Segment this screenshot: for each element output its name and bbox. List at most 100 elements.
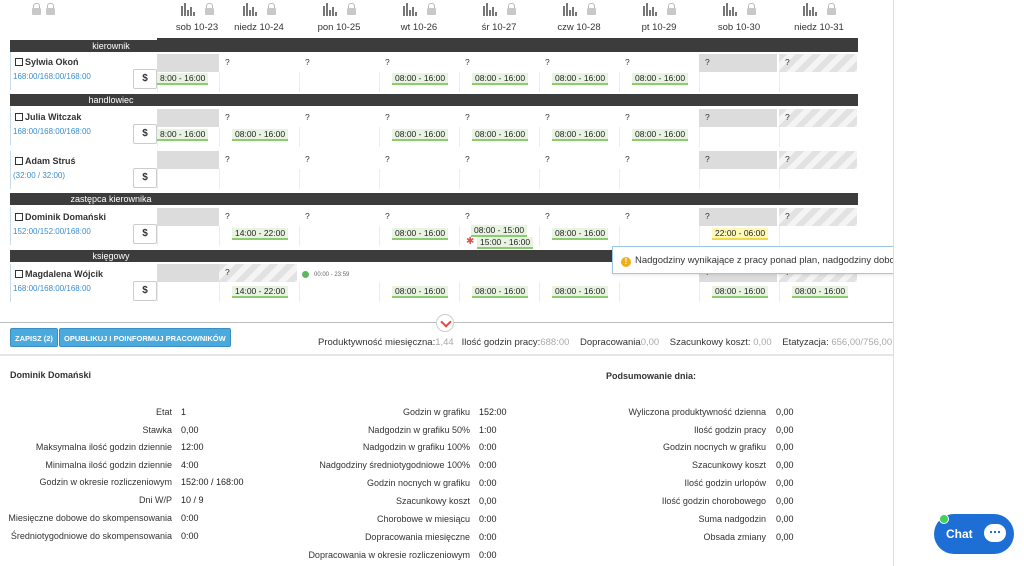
schedule-cell[interactable]: [299, 208, 377, 226]
bar-chart-icon[interactable]: [482, 3, 497, 16]
schedule-cell[interactable]: [157, 54, 235, 72]
schedule-cell[interactable]: [379, 264, 457, 282]
shift-block[interactable]: 08:00 - 16:00: [392, 228, 449, 240]
bar-chart-icon[interactable]: [562, 3, 577, 16]
schedule-cell[interactable]: [779, 208, 857, 226]
employee-name-text[interactable]: Adam Struś: [25, 156, 76, 166]
schedule-cell[interactable]: [459, 54, 537, 72]
shift-block[interactable]: 08:00 - 16:00: [552, 129, 609, 141]
schedule-cell[interactable]: [619, 54, 697, 72]
schedule-cell[interactable]: [219, 208, 297, 226]
external-link-icon[interactable]: [15, 213, 23, 221]
mini-shift[interactable]: 00:00 - 23:59: [314, 272, 350, 278]
schedule-cell[interactable]: [779, 151, 857, 169]
collapse-chevron-icon[interactable]: [436, 314, 454, 332]
external-link-icon[interactable]: [15, 113, 23, 121]
chat-label[interactable]: Chat: [946, 527, 973, 541]
shift-block[interactable]: 08:00 - 16:00: [392, 129, 449, 141]
employee-name-text[interactable]: Dominik Domański: [25, 212, 107, 222]
shift-block[interactable]: 08:00 - 16:00: [472, 73, 529, 85]
employee-name[interactable]: Dominik Domański: [15, 212, 106, 222]
lock-icon[interactable]: [586, 3, 596, 16]
schedule-cell[interactable]: [379, 208, 457, 226]
schedule-cell[interactable]: [459, 109, 537, 127]
publish-button[interactable]: OPUBLIKUJ I POINFORMUJ PRACOWNIKÓW: [59, 328, 231, 347]
external-link-icon[interactable]: [15, 58, 23, 66]
shift-block[interactable]: 15:00 - 16:00: [477, 237, 534, 249]
schedule-cell[interactable]: [379, 109, 457, 127]
schedule-cell[interactable]: [699, 151, 777, 169]
employee-name[interactable]: Adam Struś: [15, 156, 76, 166]
lock-icon[interactable]: [506, 3, 516, 16]
bar-chart-icon[interactable]: [242, 3, 257, 16]
schedule-cell[interactable]: [699, 109, 777, 127]
schedule-cell[interactable]: [699, 208, 777, 226]
cost-button[interactable]: $: [133, 124, 157, 144]
employee-name-text[interactable]: Magdalena Wójcik: [25, 269, 104, 279]
shift-block[interactable]: 08:00 - 16:00: [632, 73, 689, 85]
schedule-cell[interactable]: [299, 264, 377, 282]
employee-name-text[interactable]: Sylwia Okoń: [25, 57, 79, 67]
schedule-cell[interactable]: [157, 109, 235, 127]
schedule-cell[interactable]: [459, 151, 537, 169]
schedule-cell[interactable]: [779, 109, 857, 127]
schedule-cell[interactable]: [699, 54, 777, 72]
employee-name[interactable]: Magdalena Wójcik: [15, 269, 103, 279]
shift-block[interactable]: 22:00 - 06:00: [712, 228, 769, 240]
shift-block[interactable]: 08:00 - 16:00: [552, 73, 609, 85]
schedule-cell[interactable]: [219, 109, 297, 127]
shift-block[interactable]: 08:00 - 16:00: [712, 286, 769, 298]
shift-block[interactable]: 8:00 - 16:00: [157, 73, 209, 85]
external-link-icon[interactable]: [15, 157, 23, 165]
shift-block[interactable]: 08:00 - 16:00: [792, 286, 849, 298]
shift-block[interactable]: 08:00 - 16:00: [392, 73, 449, 85]
schedule-cell[interactable]: [219, 151, 297, 169]
schedule-cell[interactable]: [459, 208, 537, 226]
schedule-cell[interactable]: [779, 54, 857, 72]
schedule-cell[interactable]: [219, 264, 297, 282]
schedule-cell[interactable]: [299, 54, 377, 72]
bar-chart-icon[interactable]: [402, 3, 417, 16]
cost-button[interactable]: $: [133, 168, 157, 188]
schedule-cell[interactable]: [619, 109, 697, 127]
cost-button[interactable]: $: [133, 281, 157, 301]
shift-block[interactable]: 08:00 - 16:00: [552, 228, 609, 240]
bar-chart-icon[interactable]: [322, 3, 337, 16]
schedule-cell[interactable]: [619, 208, 697, 226]
save-button[interactable]: ZAPISZ (2): [10, 328, 58, 347]
shift-block[interactable]: 08:00 - 16:00: [472, 286, 529, 298]
lock-icon[interactable]: [204, 3, 214, 16]
employee-name[interactable]: Julia Witczak: [15, 112, 81, 122]
shift-block[interactable]: 8:00 - 16:00: [157, 129, 209, 141]
shift-block[interactable]: 08:00 - 16:00: [632, 129, 689, 141]
chat-button[interactable]: Chat: [934, 514, 1014, 554]
schedule-cell[interactable]: [157, 151, 235, 169]
schedule-cell[interactable]: [219, 54, 297, 72]
lock-icon[interactable]: [826, 3, 836, 16]
chat-bubble-icon[interactable]: [984, 524, 1006, 542]
schedule-cell[interactable]: [539, 151, 617, 169]
bar-chart-icon[interactable]: [180, 3, 195, 16]
external-link-icon[interactable]: [15, 270, 23, 278]
cost-button[interactable]: $: [133, 224, 157, 244]
shift-block[interactable]: 08:00 - 15:00: [471, 225, 528, 237]
lock-icon[interactable]: [46, 3, 56, 16]
lock-icon[interactable]: [346, 3, 356, 16]
shift-block[interactable]: 08:00 - 16:00: [552, 286, 609, 298]
shift-block[interactable]: 08:00 - 16:00: [232, 129, 289, 141]
bar-chart-icon[interactable]: [642, 3, 657, 16]
shift-block[interactable]: 14:00 - 22:00: [232, 228, 289, 240]
shift-block[interactable]: 08:00 - 16:00: [392, 286, 449, 298]
bar-chart-icon[interactable]: [722, 3, 737, 16]
schedule-cell[interactable]: [459, 264, 537, 282]
employee-name-text[interactable]: Julia Witczak: [25, 112, 82, 122]
lock-icon[interactable]: [746, 3, 756, 16]
schedule-cell[interactable]: [299, 151, 377, 169]
schedule-cell[interactable]: [299, 109, 377, 127]
schedule-cell[interactable]: [379, 54, 457, 72]
schedule-cell[interactable]: [619, 151, 697, 169]
schedule-cell[interactable]: [539, 54, 617, 72]
employee-name[interactable]: Sylwia Okoń: [15, 57, 79, 67]
lock-icon[interactable]: [666, 3, 676, 16]
lock-icon[interactable]: [32, 3, 41, 16]
